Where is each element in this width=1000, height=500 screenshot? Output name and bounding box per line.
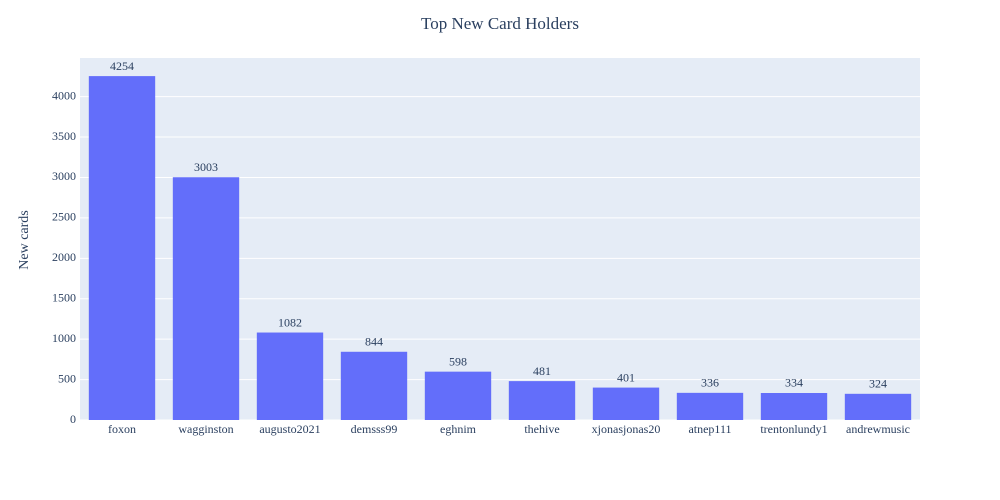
- value-label: 401: [617, 370, 635, 384]
- x-tick-label: atnep111: [688, 422, 731, 436]
- y-axis-label: New cards: [17, 210, 32, 269]
- bar: [88, 76, 156, 420]
- y-tick-label: 3000: [52, 169, 76, 183]
- x-tick-label: demsss99: [351, 422, 398, 436]
- y-tick-label: 1500: [52, 290, 76, 304]
- bar: [508, 381, 576, 420]
- x-tick-label: thehive: [524, 422, 559, 436]
- x-tick-label: xjonasjonas20: [592, 422, 661, 436]
- value-label: 334: [785, 376, 803, 390]
- y-tick-label: 2500: [52, 210, 76, 224]
- y-tick-label: 4000: [52, 88, 76, 102]
- bar: [592, 387, 660, 420]
- y-tick-label: 1000: [52, 331, 76, 345]
- bar: [172, 177, 240, 420]
- bar: [844, 393, 912, 420]
- value-label: 4254: [110, 59, 134, 73]
- bar: [256, 332, 324, 420]
- x-tick-label: augusto2021: [259, 422, 320, 436]
- bar: [676, 392, 744, 420]
- value-label: 336: [701, 376, 719, 390]
- bar: [760, 392, 828, 420]
- x-tick-label: andrewmusic: [846, 422, 910, 436]
- x-tick-label: wagginston: [178, 422, 233, 436]
- value-label: 598: [449, 354, 467, 368]
- y-tick-label: 2000: [52, 250, 76, 264]
- x-tick-label: trentonlundy1: [760, 422, 827, 436]
- x-tick-label: foxon: [108, 422, 136, 436]
- chart-title: Top New Card Holders: [421, 14, 579, 33]
- value-label: 3003: [194, 160, 218, 174]
- y-tick-label: 3500: [52, 129, 76, 143]
- y-tick-label: 500: [58, 371, 76, 385]
- value-label: 324: [869, 377, 887, 391]
- y-tick-label: 0: [70, 412, 76, 426]
- x-tick-label: eghnim: [440, 422, 477, 436]
- bar: [340, 351, 408, 420]
- bar: [424, 371, 492, 420]
- value-label: 481: [533, 364, 551, 378]
- value-label: 1082: [278, 315, 302, 329]
- value-label: 844: [365, 335, 383, 349]
